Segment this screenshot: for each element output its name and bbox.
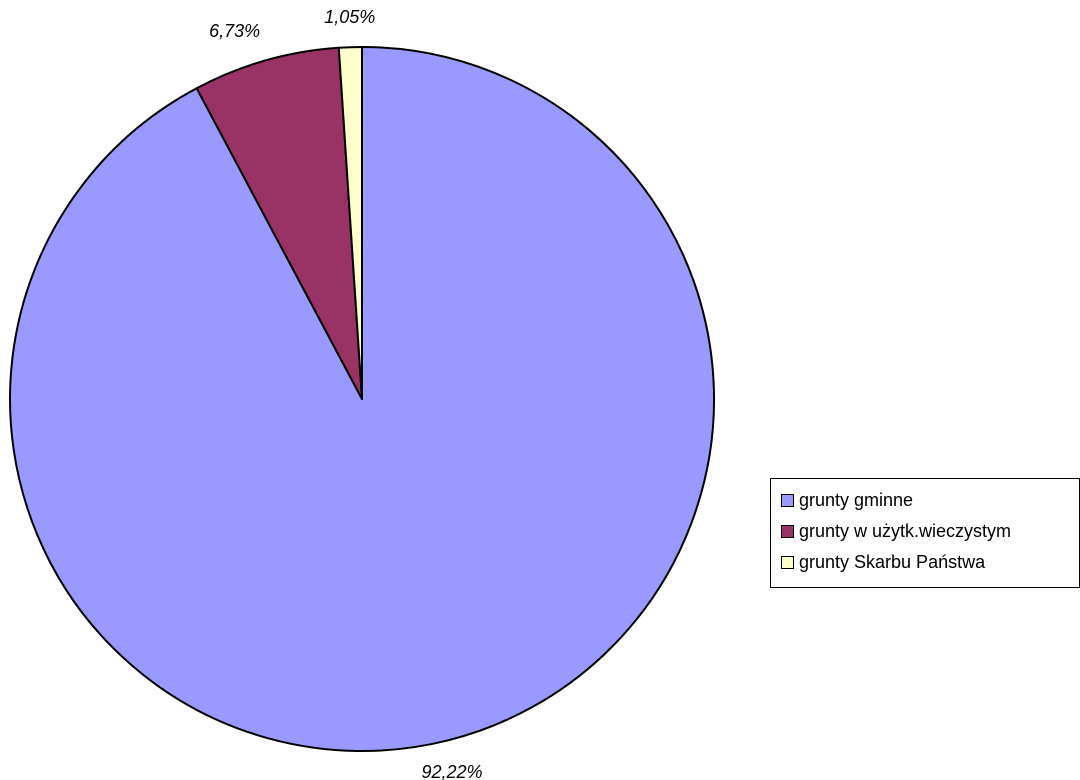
chart-legend: grunty gminne grunty w użytk.wieczystym … <box>770 478 1080 588</box>
legend-label: grunty w użytk.wieczystym <box>799 521 1012 541</box>
value-label-grunty-skarbu-panstwa: 1,05% <box>324 7 375 27</box>
legend-label: grunty Skarbu Państwa <box>799 552 986 572</box>
value-label-grunty-uzytkowanie-wieczyste: 6,73% <box>209 21 260 41</box>
legend-item-grunty-gminne: grunty gminne <box>781 485 1079 516</box>
slice-grunty-skarbu-panstwa <box>337 46 363 400</box>
legend-swatch-grunty-skarbu-panstwa <box>781 556 794 569</box>
value-label-grunty-gminne: 92,22% <box>421 762 482 780</box>
legend-item-grunty-skarbu-panstwa: grunty Skarbu Państwa <box>781 547 1079 578</box>
slice-grunty-uzytkowanie-wieczyste <box>195 46 363 400</box>
legend-swatch-grunty-gminne <box>781 494 794 507</box>
legend-swatch-grunty-uzytkowanie-wieczyste <box>781 525 794 538</box>
legend-item-grunty-uzytkowanie-wieczyste: grunty w użytk.wieczystym <box>781 516 1079 547</box>
legend-label: grunty gminne <box>799 490 914 510</box>
